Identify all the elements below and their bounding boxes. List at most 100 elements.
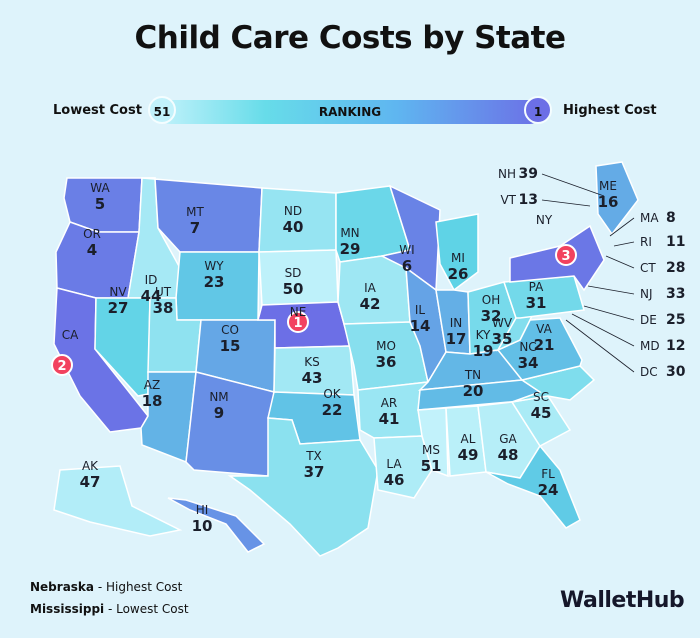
state-nm bbox=[185, 371, 275, 477]
wallethub-logo: WalletHub bbox=[560, 588, 685, 613]
callout-line-ct bbox=[605, 255, 635, 269]
state-abbr-pa: PA bbox=[529, 280, 544, 294]
state-abbr-mn: MN bbox=[340, 226, 359, 240]
state-rank-nj: 33 bbox=[666, 286, 685, 302]
state-abbr-fl: FL bbox=[541, 467, 555, 481]
state-abbr-ri: RI bbox=[640, 235, 652, 249]
state-abbr-ca: CA bbox=[62, 328, 79, 342]
state-rank-ne: 1 bbox=[293, 316, 302, 331]
state-abbr-id: ID bbox=[145, 273, 158, 287]
callout-line-ri bbox=[613, 241, 635, 247]
state-abbr-ga: GA bbox=[499, 432, 517, 446]
state-rank-nh: 39 bbox=[519, 166, 538, 182]
top-rank-markers bbox=[51, 244, 577, 376]
state-rank-ks: 43 bbox=[302, 369, 323, 387]
state-abbr-ak: AK bbox=[82, 459, 99, 473]
state-rank-wy: 23 bbox=[204, 273, 225, 291]
legend-high-label: Highest Cost bbox=[563, 103, 657, 118]
state-rank-sd: 50 bbox=[283, 280, 304, 298]
callout-line-md bbox=[571, 313, 635, 347]
state-rank-wi: 6 bbox=[402, 257, 412, 275]
state-abbr-mi: MI bbox=[451, 251, 465, 265]
state-rank-oh: 32 bbox=[481, 307, 502, 325]
note-highest: Nebraska - Highest Cost bbox=[30, 576, 189, 598]
state-rank-sc: 45 bbox=[531, 404, 552, 422]
state-rank-vt: 13 bbox=[519, 192, 538, 208]
state-ak bbox=[53, 465, 183, 537]
state-rank-wv: 35 bbox=[492, 330, 513, 348]
state-abbr-ma: MA bbox=[640, 211, 659, 225]
state-rank-mn: 29 bbox=[340, 240, 361, 258]
callout-line-nh bbox=[541, 173, 605, 197]
note-lowest-state: Mississippi bbox=[30, 602, 105, 616]
state-rank-nv: 27 bbox=[108, 299, 129, 317]
note-highest-suffix: - Highest Cost bbox=[94, 580, 183, 594]
state-rank-ut: 38 bbox=[153, 299, 174, 317]
state-rank-or: 4 bbox=[87, 241, 97, 259]
callout-line-nj bbox=[587, 285, 635, 295]
state-nv bbox=[94, 297, 151, 397]
state-rank-tn: 20 bbox=[463, 382, 484, 400]
state-abbr-ne: NE bbox=[290, 305, 307, 319]
state-rank-ri: 11 bbox=[666, 234, 685, 250]
state-rank-mo: 36 bbox=[376, 353, 397, 371]
state-rank-ar: 41 bbox=[379, 410, 400, 428]
state-rank-ak: 47 bbox=[80, 473, 101, 491]
state-rank-ky: 19 bbox=[473, 342, 494, 360]
state-rank-ok: 22 bbox=[322, 401, 343, 419]
state-abbr-ar: AR bbox=[381, 396, 398, 410]
state-rank-nd: 40 bbox=[283, 218, 304, 236]
state-abbr-nv: NV bbox=[109, 285, 127, 299]
state-abbr-md: MD bbox=[640, 339, 660, 353]
state-abbr-il: IL bbox=[415, 303, 426, 317]
state-rank-fl: 24 bbox=[538, 481, 559, 499]
state-abbr-wy: WY bbox=[204, 259, 224, 273]
state-abbr-ms: MS bbox=[422, 443, 440, 457]
state-rank-il: 14 bbox=[410, 317, 431, 335]
state-abbr-de: DE bbox=[640, 313, 657, 327]
state-rank-de: 25 bbox=[666, 312, 685, 328]
state-abbr-ut: UT bbox=[155, 285, 172, 299]
state-abbr-nc: NC bbox=[519, 340, 536, 354]
state-rank-ga: 48 bbox=[498, 446, 519, 464]
state-abbr-or: OR bbox=[83, 227, 101, 241]
state-rank-dc: 30 bbox=[666, 364, 686, 380]
state-rank-ca: 2 bbox=[57, 359, 66, 374]
state-abbr-va: VA bbox=[536, 322, 552, 336]
state-rank-hi: 10 bbox=[192, 517, 213, 535]
state-abbr-wa: WA bbox=[90, 181, 110, 195]
state-rank-la: 46 bbox=[384, 471, 405, 489]
legend-gradient-bar: RANKING bbox=[158, 100, 542, 124]
state-nc bbox=[511, 365, 596, 403]
state-mi bbox=[435, 213, 479, 292]
state-abbr-in: IN bbox=[450, 316, 463, 330]
callout-line-ma bbox=[609, 217, 635, 237]
state-abbr-nm: NM bbox=[209, 390, 228, 404]
state-abbr-ny: NY bbox=[536, 213, 553, 227]
note-lowest: Mississippi - Lowest Cost bbox=[30, 598, 189, 620]
state-tx bbox=[227, 417, 379, 557]
states-layer bbox=[53, 161, 639, 557]
state-abbr-mo: MO bbox=[376, 339, 396, 353]
state-rank-ma: 8 bbox=[666, 210, 676, 226]
state-rank-pa: 31 bbox=[526, 294, 547, 312]
state-abbr-sd: SD bbox=[285, 266, 302, 280]
state-abbr-ks: KS bbox=[304, 355, 320, 369]
state-rank-ms: 51 bbox=[421, 457, 442, 475]
state-rank-in: 17 bbox=[446, 330, 467, 348]
state-abbr-ok: OK bbox=[323, 387, 341, 401]
state-me bbox=[595, 161, 639, 236]
state-fl bbox=[485, 444, 581, 529]
state-rank-ia: 42 bbox=[360, 295, 381, 313]
rank-marker-ca bbox=[51, 354, 73, 376]
page-title: Child Care Costs by State bbox=[134, 20, 567, 56]
state-abbr-tx: TX bbox=[305, 449, 322, 463]
state-rank-wa: 5 bbox=[95, 195, 105, 213]
state-abbr-nj: NJ bbox=[640, 287, 653, 301]
state-abbr-al: AL bbox=[461, 432, 476, 446]
state-abbr-ky: KY bbox=[476, 328, 491, 342]
note-highest-state: Nebraska bbox=[30, 580, 95, 594]
